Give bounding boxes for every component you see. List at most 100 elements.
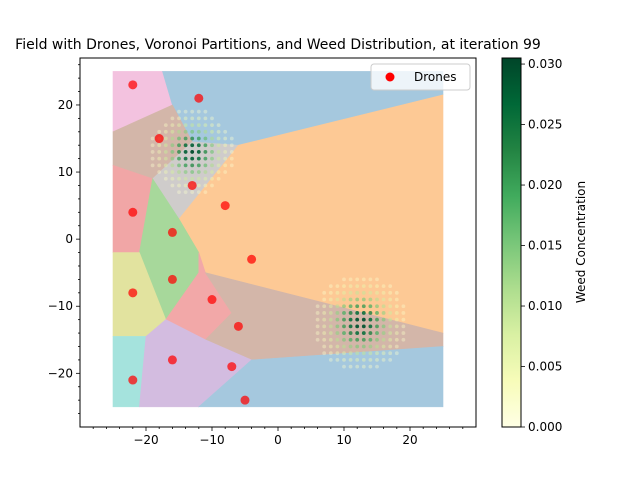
weed-point [335,358,340,362]
weed-point [203,123,208,127]
weed-point [388,344,393,349]
weed-point [394,351,399,356]
weed-point [203,143,208,148]
weed-point [322,304,327,309]
weed-point [388,311,393,315]
weed-point [355,331,360,335]
weed-point [170,143,175,148]
weed-point [348,317,353,322]
weed-point [375,344,379,349]
weed-distribution [150,109,406,369]
y-tick-label: −20 [48,366,73,380]
weed-point [348,284,353,289]
weed-point [216,143,221,148]
weed-point [223,163,228,168]
y-tick-label: 20 [58,98,73,112]
weed-point [170,163,175,168]
weed-point [381,317,386,322]
weed-point [328,358,333,362]
weed-point [190,143,195,148]
weed-point [163,170,168,174]
weed-point [150,143,155,148]
weed-point [381,297,386,302]
weed-point [335,324,340,329]
weed-point [361,304,366,309]
colorbar-tick-label: 0.015 [528,239,562,253]
weed-point [361,290,366,295]
weed-point [216,156,221,161]
weed-point [348,277,353,282]
weed-point [361,324,366,329]
weed-point [368,331,373,335]
weed-point [210,170,214,174]
weed-point [368,358,373,362]
weed-point [150,156,155,161]
drone-marker-16 [240,395,250,405]
y-tick-label: 0 [65,232,73,246]
weed-point [190,163,195,168]
weed-point [401,337,406,342]
weed-point [368,364,373,369]
weed-point [163,150,168,154]
weed-point [394,304,399,309]
weed-point [394,331,399,335]
weed-point [183,170,188,174]
weed-point [210,176,214,181]
weed-point [210,123,214,127]
weed-point [170,156,175,161]
colorbar-tick-label: 0.025 [528,118,562,132]
weed-point [190,136,195,141]
weed-point [348,297,353,302]
colorbar-label: Weed Concentration [574,181,588,303]
weed-point [177,150,181,154]
weed-point [203,129,208,134]
weed-point [157,163,162,168]
weed-point [335,344,340,349]
legend-drones-marker [385,72,395,82]
weed-point [368,297,373,302]
weed-point [368,284,373,289]
weed-point [315,337,320,342]
weed-point [328,337,333,342]
weed-point [355,358,360,362]
weed-point [315,311,320,315]
weed-point [177,129,181,134]
weed-point [183,116,188,121]
weed-point [183,136,188,141]
weed-point [150,163,155,168]
weed-point [196,136,201,141]
weed-point [342,297,346,302]
drone-marker-14 [227,362,237,372]
voronoi-partitions [112,71,444,408]
weed-point [315,317,320,322]
weed-point [163,143,168,148]
weed-point [335,284,340,289]
weed-point [388,351,393,356]
weed-point [322,317,327,322]
weed-point [157,150,162,154]
x-tick-label: 0 [274,433,282,447]
weed-point [388,297,393,302]
weed-point [368,304,373,309]
weed-point [196,109,201,114]
weed-point [348,331,353,335]
weed-point [183,150,188,154]
weed-point [355,304,360,309]
weed-point [328,290,333,295]
weed-point [361,277,366,282]
weed-point [381,290,386,295]
weed-point [322,290,327,295]
weed-point [381,351,386,356]
weed-point [183,156,188,161]
weed-point [216,129,221,134]
weed-point [328,297,333,302]
colorbar-tick-label: 0.005 [528,360,562,374]
weed-point [394,344,399,349]
weed-point [381,311,386,315]
weed-point [216,176,221,181]
weed-point [348,290,353,295]
weed-point [348,304,353,309]
weed-point [342,290,346,295]
weed-point [203,190,208,195]
weed-point [361,358,366,362]
